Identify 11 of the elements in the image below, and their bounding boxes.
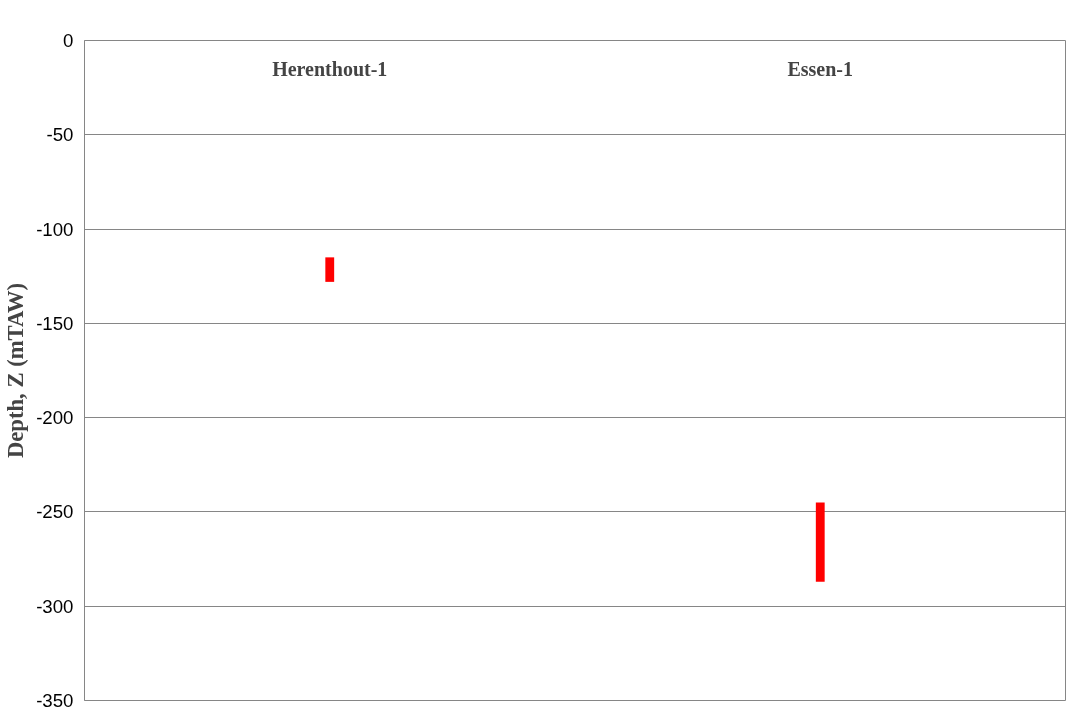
y-axis-title: Depth, Z (mTAW) — [3, 282, 29, 459]
x-tick-label: Herenthout-1 — [272, 57, 388, 80]
y-tick-label: -300 — [36, 595, 74, 617]
y-tick-label: -200 — [36, 407, 74, 429]
y-tick-label: -50 — [46, 124, 74, 146]
y-tick-label: 0 — [63, 30, 74, 51]
y-tick-label: -100 — [36, 218, 74, 240]
x-tick-label: Essen-1 — [787, 57, 854, 80]
y-tick-label: -250 — [36, 501, 74, 523]
y-tick-label: -150 — [36, 312, 74, 334]
y-tick-label: -350 — [36, 690, 74, 711]
